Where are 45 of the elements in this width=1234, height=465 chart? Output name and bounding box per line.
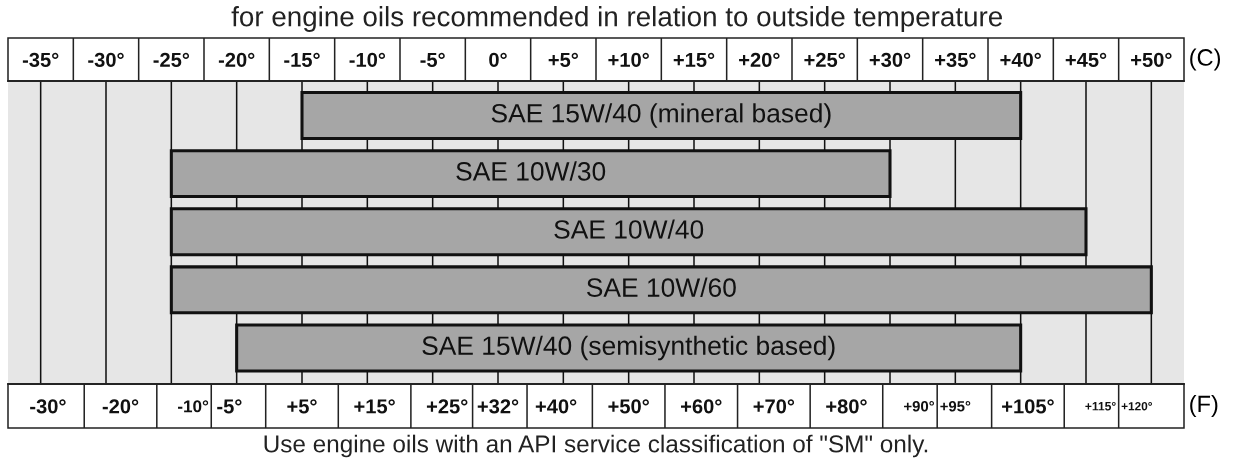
x-tick-label: +45° [1065, 52, 1107, 67]
x-tick-label: +10° [608, 52, 649, 67]
x2-axis-title: (F) [1190, 394, 1218, 417]
y-tick-label: SAE 15W/40 (semisynthetic based) [422, 335, 835, 361]
x2-tick-label: +115° [1085, 401, 1116, 411]
x2-tick-label: +90° [904, 400, 935, 412]
x2-tick-label: +15° [354, 399, 395, 414]
x2-tick-label: -30° [30, 399, 66, 414]
x-tick-label: -5° [420, 52, 445, 67]
x2-tick-label: +5° [287, 399, 317, 414]
x2-tick-label: +80° [826, 399, 867, 414]
x2-tick-label: -20° [102, 399, 139, 414]
x-tick-label: +15° [673, 52, 715, 67]
x-tick-label: +5° [548, 52, 578, 67]
x2-tick-label: +50° [608, 399, 649, 414]
x2-tick-label: +25° [426, 399, 468, 414]
x-tick-label: -20° [218, 52, 255, 67]
chart-title: for engine oils recommended in relation to outside temperature [231, 6, 1002, 32]
x-tick-label: 0° [489, 52, 507, 67]
x2-tick-label: +95° [940, 401, 971, 412]
x2-tick-label: +60° [681, 399, 722, 414]
x-tick-label: +35° [935, 52, 976, 68]
x-tick-label: -30° [88, 52, 124, 68]
x-tick-label: +40° [1000, 52, 1041, 67]
y-tick-label: SAE 10W/60 [586, 277, 736, 297]
x2-tick-label: +105° [1002, 399, 1054, 414]
text: Use engine oils with an API service classification of "SM" only. [264, 434, 928, 458]
y-tick-label: SAE 10W/30 [456, 161, 606, 181]
y-tick-label: SAE 15W/40 (mineral based) [491, 103, 831, 128]
x2-tick-label: -10° [178, 400, 209, 413]
x-tick-label: +50° [1131, 52, 1172, 67]
x2-tick-label: -5° [217, 399, 242, 414]
y-tick-label: SAE 10W/40 [554, 219, 704, 239]
x-tick-label: -25° [153, 52, 190, 67]
x-tick-label: -15° [284, 52, 320, 67]
x-tick-label: +20° [739, 52, 780, 67]
x-tick-label: -10° [349, 52, 386, 67]
x-tick-label: -35° [22, 52, 59, 68]
x2-tick-label: +40° [535, 399, 577, 414]
x2-tick-label: +120° [1121, 402, 1152, 411]
x-tick-label: +25° [804, 52, 845, 67]
x-axis-title: (C) [1190, 48, 1221, 71]
x2-tick-label: +32° [477, 399, 519, 414]
x-tick-label: +30° [869, 52, 911, 68]
x2-tick-label: +70° [753, 399, 795, 414]
